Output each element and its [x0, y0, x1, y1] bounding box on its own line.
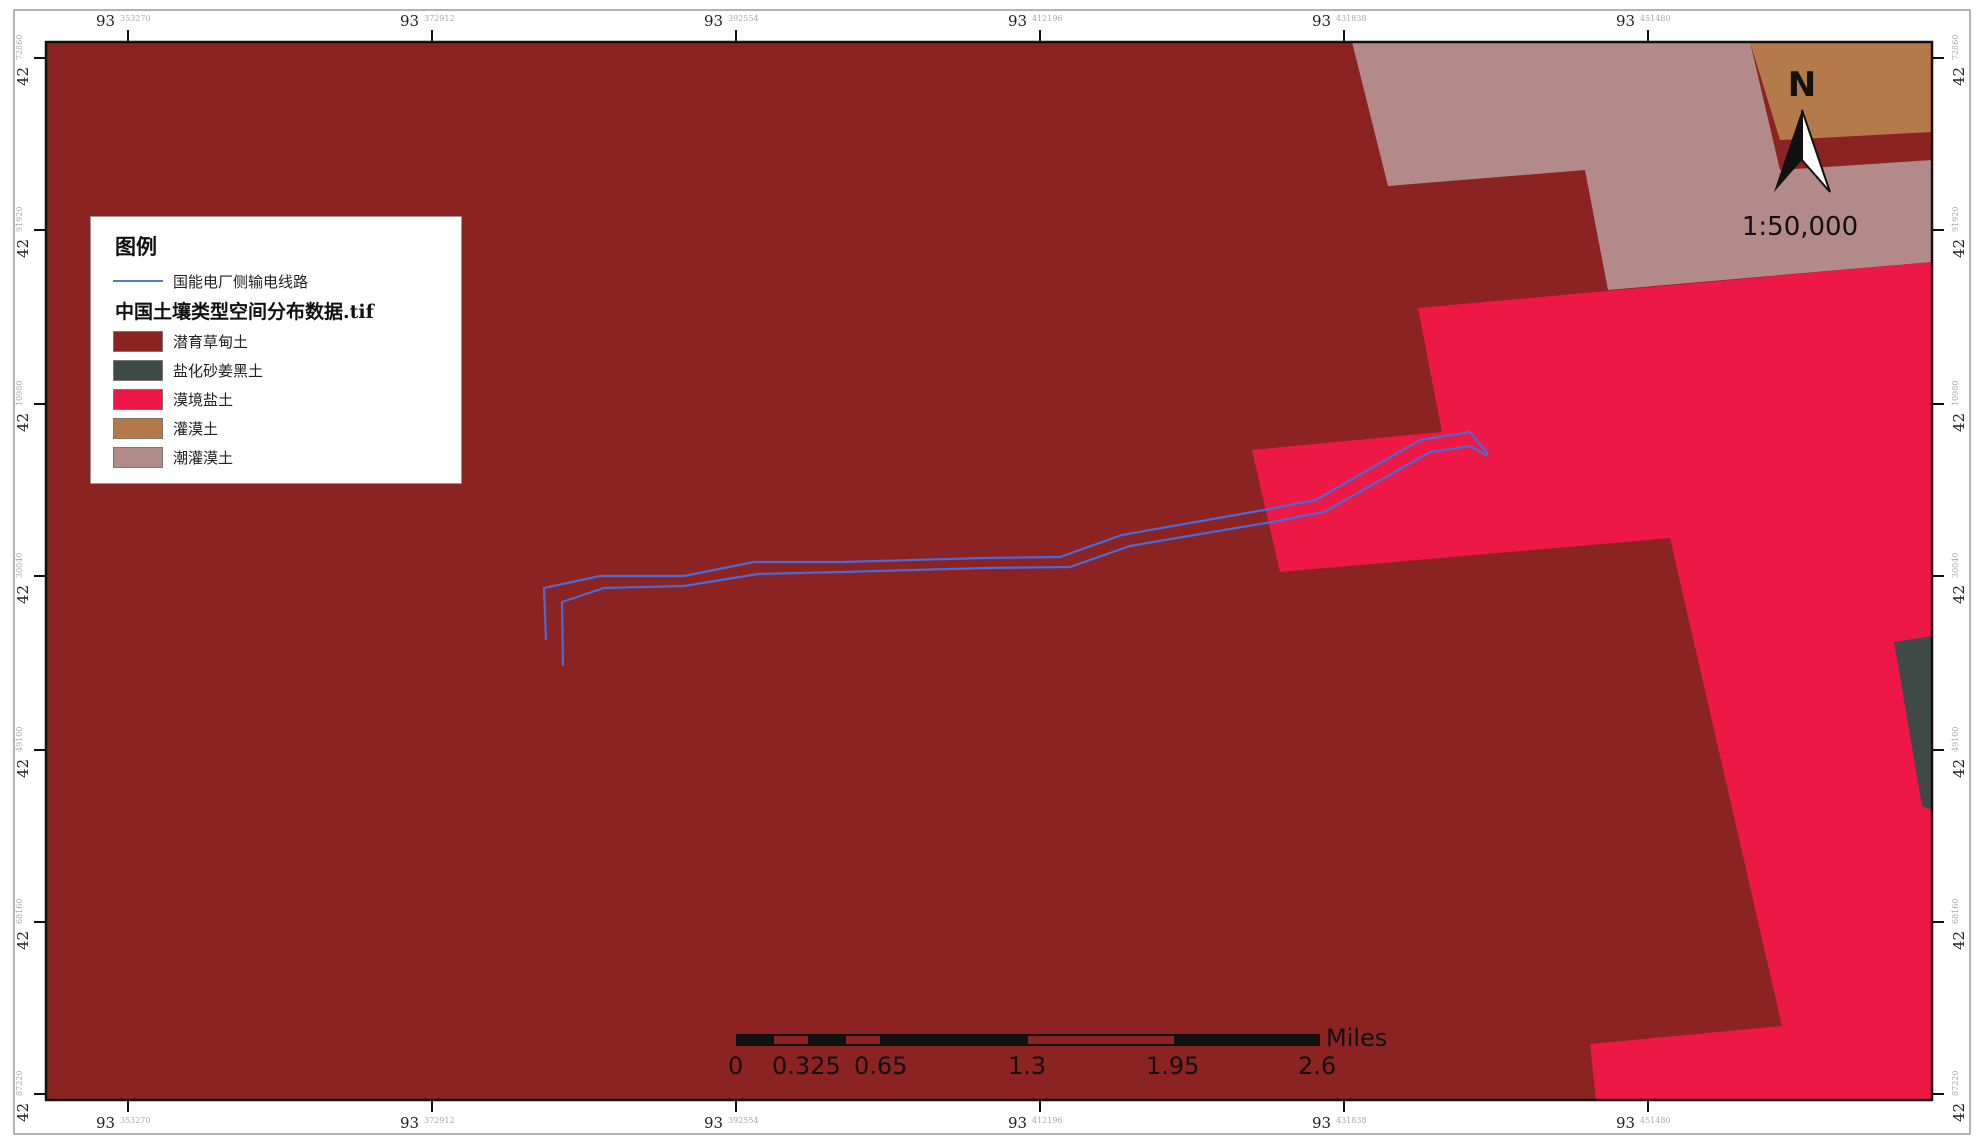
x-tick-sub-top: 412196 [1032, 14, 1063, 23]
north-arrow-icon [1774, 109, 1831, 193]
y-tick-sub-right: 72860 [1951, 35, 1960, 60]
y-tick-label-left: 42 [14, 67, 32, 86]
neatline-outer [13, 9, 1971, 1135]
y-tick-sub-left: 10980 [15, 381, 24, 406]
y-tick-sub-right: 68160 [1951, 899, 1960, 924]
legend-item: 灌漠土 [113, 414, 263, 443]
y-tick-label-right: 42 [1950, 1103, 1968, 1122]
y-tick-sub-left: 87220 [15, 1071, 24, 1096]
x-tick-sub-top: 372912 [424, 14, 455, 23]
x-tick-sub-bottom: 451480 [1640, 1116, 1671, 1125]
scale-label: 2.6 [1298, 1052, 1336, 1080]
legend-line-entry: 国能电厂侧输电线路 [113, 271, 308, 291]
x-tick-label-top: 93 [1312, 12, 1331, 30]
graticule-left: 42 72860 42 91920 42 10980 42 30040 42 4… [14, 35, 46, 1122]
scale-label: 0.325 [772, 1052, 841, 1080]
legend-item-label: 潜育草甸土 [173, 333, 249, 351]
scale-label: 0 [728, 1052, 743, 1080]
x-tick-sub-bottom: 412196 [1032, 1116, 1063, 1125]
y-tick-sub-right: 87220 [1951, 1071, 1960, 1096]
scale-unit: Miles [1326, 1024, 1387, 1052]
y-tick-sub-left: 72860 [15, 35, 24, 60]
y-tick-sub-right: 30040 [1951, 553, 1960, 578]
y-tick-label-right: 42 [1950, 239, 1968, 258]
y-tick-label-left: 42 [14, 759, 32, 778]
y-tick-label-right: 42 [1950, 585, 1968, 604]
graticule-top: 93 353270 93 372912 93 392554 93 412196 … [96, 12, 1671, 42]
y-tick-sub-left: 49100 [15, 727, 24, 752]
x-tick-label-top: 93 [1616, 12, 1635, 30]
x-tick-sub-top: 392554 [728, 14, 759, 23]
x-tick-label-bottom: 93 [1616, 1114, 1635, 1132]
transmission-line [542, 430, 1489, 667]
y-tick-label-right: 42 [1950, 413, 1968, 432]
neatline-inner [44, 40, 1934, 1102]
legend-swatch [113, 360, 163, 381]
north-arrow: N [1772, 68, 1832, 102]
scale-ratio: 1:50,000 [1741, 212, 1859, 242]
soil-zone-brown [1750, 42, 1932, 140]
y-tick-sub-right: 10980 [1951, 381, 1960, 406]
legend-swatch [113, 331, 163, 352]
scale-bar [736, 1034, 1320, 1046]
scale-label: 0.65 [854, 1052, 907, 1080]
legend-item: 潜育草甸土 [113, 327, 263, 356]
y-tick-sub-left: 91920 [15, 207, 24, 232]
x-tick-label-top: 93 [1008, 12, 1027, 30]
legend-swatch [113, 447, 163, 468]
north-letter: N [1787, 65, 1817, 105]
soil-zone-salt [1252, 262, 1932, 1100]
y-tick-sub-left: 30040 [15, 553, 24, 578]
y-tick-label-left: 42 [14, 1103, 32, 1122]
graticule-bottom: 93 353270 93 372912 93 392554 93 412196 … [96, 1100, 1671, 1132]
x-tick-label-top: 93 [400, 12, 419, 30]
legend-item-label: 漠境盐土 [173, 391, 234, 409]
legend-item: 盐化砂姜黑土 [113, 356, 263, 385]
y-tick-label-right: 42 [1950, 759, 1968, 778]
x-tick-sub-bottom: 353270 [120, 1116, 151, 1125]
y-tick-label-right: 42 [1950, 931, 1968, 950]
scale-bar-labels: 0 0.325 0.65 1.3 1.95 2.6 Miles [728, 1024, 1387, 1080]
legend-item-label: 灌漠土 [173, 420, 219, 438]
legend-item-label: 潮灌漠土 [173, 449, 234, 467]
soil-zone-dark [1894, 636, 1932, 810]
legend-items: 潜育草甸土 盐化砂姜黑土 漠境盐土 灌漠土 潮灌漠土 [113, 327, 263, 472]
x-tick-label-bottom: 93 [1312, 1114, 1331, 1132]
y-tick-sub-right: 49100 [1951, 727, 1960, 752]
y-tick-sub-left: 68160 [15, 899, 24, 924]
x-tick-label-top: 93 [96, 12, 115, 30]
y-tick-label-left: 42 [14, 413, 32, 432]
soil-zone-light-top [1352, 42, 1932, 290]
legend-item-label: 盐化砂姜黑土 [173, 362, 264, 380]
legend-title: 图例 [115, 234, 157, 259]
y-tick-label-right: 42 [1950, 67, 1968, 86]
scale-label: 1.95 [1146, 1052, 1199, 1080]
legend-item: 漠境盐土 [113, 385, 263, 414]
graticule-right: 42 72860 42 91920 42 10980 42 30040 42 4… [1932, 35, 1968, 1122]
legend-raster-title: 中国土壤类型空间分布数据.tif [115, 301, 374, 323]
x-tick-sub-top: 353270 [120, 14, 151, 23]
x-tick-label-top: 93 [704, 12, 723, 30]
x-tick-sub-bottom: 372912 [424, 1116, 455, 1125]
y-tick-label-left: 42 [14, 931, 32, 950]
x-tick-label-bottom: 93 [704, 1114, 723, 1132]
legend: 图例 国能电厂侧输电线路 中国土壤类型空间分布数据.tif 潜育草甸土 盐化砂姜… [90, 216, 462, 484]
legend-swatch [113, 418, 163, 439]
legend-swatch [113, 389, 163, 410]
scale-label: 1.3 [1008, 1052, 1046, 1080]
legend-line-swatch [113, 280, 163, 282]
x-tick-sub-top: 451480 [1640, 14, 1671, 23]
x-tick-sub-top: 431838 [1336, 14, 1367, 23]
x-tick-label-bottom: 93 [96, 1114, 115, 1132]
x-tick-label-bottom: 93 [1008, 1114, 1027, 1132]
x-tick-sub-bottom: 392554 [728, 1116, 759, 1125]
x-tick-label-bottom: 93 [400, 1114, 419, 1132]
legend-line-label: 国能电厂侧输电线路 [173, 272, 309, 291]
legend-item: 潮灌漠土 [113, 443, 263, 472]
y-tick-label-left: 42 [14, 239, 32, 258]
x-tick-sub-bottom: 431838 [1336, 1116, 1367, 1125]
y-tick-sub-right: 91920 [1951, 207, 1960, 232]
y-tick-label-left: 42 [14, 585, 32, 604]
